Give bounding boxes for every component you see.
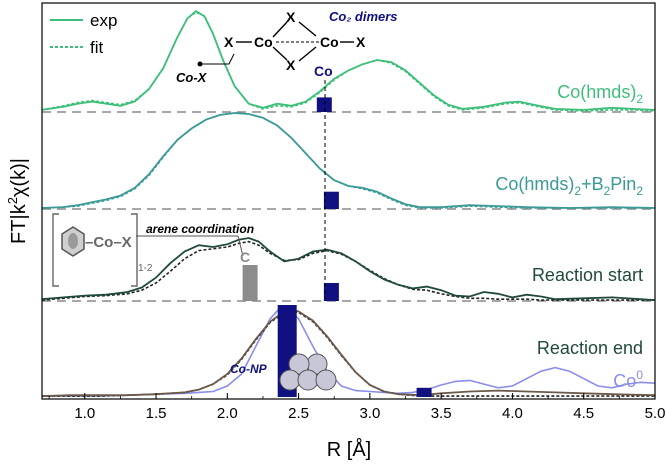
panel-4-exp-curve bbox=[41, 308, 656, 397]
arene-co-x: –Co–X bbox=[85, 234, 132, 251]
panel-4-co0-curve bbox=[42, 305, 656, 397]
conp-label: Co-NP bbox=[230, 362, 268, 376]
legend-exp-label: exp bbox=[90, 11, 117, 30]
curves-layer bbox=[41, 9, 656, 397]
panel-2-exp-curve bbox=[41, 112, 656, 209]
panel-3-marker-1 bbox=[323, 283, 339, 301]
nanoparticle-spheres-icon bbox=[279, 353, 337, 391]
x-axis-title: R [Å] bbox=[327, 438, 371, 461]
x-tick-label-6: 4.0 bbox=[502, 405, 523, 422]
legend: exp fit bbox=[50, 11, 117, 57]
x-tick-label-5: 3.5 bbox=[431, 405, 452, 422]
panel-3-label: Reaction start bbox=[532, 265, 643, 285]
dimers-label: Co₂ dimers bbox=[329, 9, 398, 24]
co0-label: Co0 bbox=[613, 368, 643, 391]
panel-3-marker-2 bbox=[242, 265, 258, 301]
dimer-co-right: Co bbox=[320, 34, 339, 50]
c-label: C bbox=[240, 249, 250, 265]
arene-coordination-label: arene coordination bbox=[146, 222, 254, 236]
panel-2-label: Co(hmds)2+B2Pin2 bbox=[495, 174, 643, 198]
panel-1-marker-1 bbox=[316, 97, 332, 112]
panel-3-exp-curve bbox=[41, 237, 656, 301]
panel-1-label: Co(hmds)2 bbox=[557, 82, 643, 106]
plot-frame bbox=[41, 2, 656, 400]
dimer-x-top: X bbox=[286, 9, 296, 25]
x-tick-label-3: 2.5 bbox=[288, 405, 309, 422]
dimer-structure: X Co X X Co X bbox=[224, 9, 366, 73]
arene-subscript: 1-2 bbox=[138, 263, 153, 274]
y-axis-title: FT|k2χ(k)| bbox=[5, 158, 30, 244]
arene-ring-inner bbox=[68, 233, 78, 249]
x-tick-label-1: 1.5 bbox=[146, 405, 167, 422]
panel-2-marker-1 bbox=[323, 191, 339, 209]
dimer-x-left: X bbox=[224, 34, 234, 50]
x-tick-label-8: 5.0 bbox=[645, 405, 666, 422]
legend-fit-label: fit bbox=[90, 38, 104, 57]
axes-layer: 1.0 1.5 2.0 2.5 3.0 3.5 4.0 4.5 5.0 bbox=[48, 393, 666, 422]
arene-inset: –Co–X 1-2 bbox=[52, 213, 153, 287]
cox-label: Co-X bbox=[176, 70, 208, 85]
x-tick-label-7: 4.5 bbox=[573, 405, 594, 422]
co-label: Co bbox=[314, 63, 333, 79]
dimer-x-bottom: X bbox=[286, 57, 296, 73]
markers-layer bbox=[242, 97, 432, 397]
panel-4-label: Reaction end bbox=[537, 338, 643, 358]
cox-pointer-line bbox=[200, 53, 235, 65]
x-tick-label-0: 1.0 bbox=[74, 405, 95, 422]
x-tick-label-2: 2.0 bbox=[217, 405, 238, 422]
panel-1-exp-curve bbox=[41, 9, 656, 111]
x-tick-label-4: 3.0 bbox=[359, 405, 380, 422]
panel-4-marker-2 bbox=[416, 387, 432, 397]
dimer-co-left: Co bbox=[254, 34, 273, 50]
dimer-x-right: X bbox=[356, 34, 366, 50]
